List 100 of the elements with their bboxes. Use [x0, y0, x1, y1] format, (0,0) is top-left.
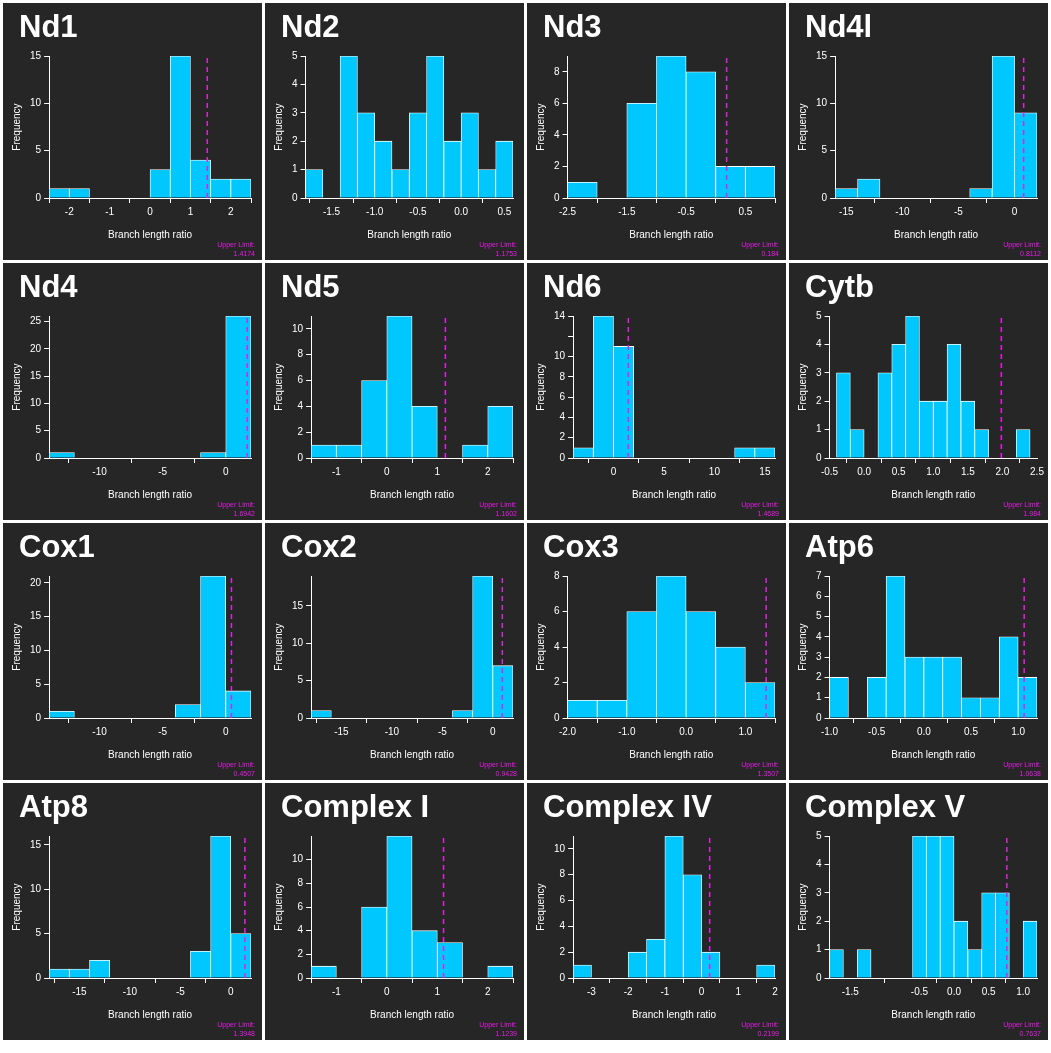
x-tick-label: 0 — [222, 725, 229, 737]
y-tick-label: 0 — [816, 711, 822, 723]
y-tick-label: 1 — [816, 691, 822, 703]
x-tick-label: 2 — [484, 985, 491, 997]
x-tick-label: 0.0 — [947, 985, 962, 997]
x-tick-label: -15 — [839, 205, 854, 217]
x-tick-label: 0 — [222, 465, 229, 477]
y-tick-label: 3 — [816, 886, 822, 898]
chart-title: Cytb — [805, 269, 874, 305]
x-axis-title: Branch length ratio — [370, 1008, 455, 1020]
y-tick-label: 4 — [816, 338, 822, 350]
y-axis-title: Frequency — [10, 623, 22, 671]
x-tick-label: -1.0 — [366, 205, 384, 217]
y-tick-label: 5 — [816, 610, 822, 622]
x-tick-label: 1.0 — [926, 465, 941, 477]
y-tick-label: 10 — [30, 644, 42, 656]
x-tick-label: 1 — [434, 465, 441, 477]
x-tick-label: -3 — [587, 985, 597, 997]
chart-title: Complex IV — [543, 789, 712, 825]
x-tick-label: -5 — [437, 725, 448, 737]
chart-title: Nd2 — [281, 9, 340, 45]
y-tick-label: 14 — [554, 309, 566, 321]
y-tick-label: 0 — [816, 971, 822, 983]
y-tick-label: 15 — [30, 369, 42, 381]
x-axis-title: Branch length ratio — [108, 228, 193, 240]
y-tick-label: 4 — [554, 128, 560, 140]
y-tick-label: 5 — [35, 927, 42, 939]
x-tick-label: 1 — [187, 205, 194, 217]
x-tick-label: -0.5 — [409, 205, 427, 217]
x-tick-label: -1.5 — [841, 985, 860, 997]
chart-title: Nd4l — [805, 9, 873, 45]
y-axis-title: Frequency — [796, 623, 808, 671]
y-tick-label: 20 — [30, 576, 42, 588]
y-tick-label: 0 — [292, 191, 298, 203]
x-tick-label: -10 — [92, 725, 108, 737]
y-tick-label: 15 — [30, 610, 42, 622]
x-tick-label: 2 — [484, 465, 491, 477]
y-tick-label: 1 — [816, 423, 822, 435]
x-tick-label: -5 — [175, 985, 186, 997]
y-tick-label: 25 — [30, 315, 42, 327]
x-tick-label: -1.5 — [618, 205, 636, 217]
y-tick-label: 20 — [30, 342, 42, 354]
x-axis-title: Branch length ratio — [632, 488, 717, 500]
x-tick-label: -10 — [384, 725, 400, 737]
x-axis-title: Branch length ratio — [108, 1008, 193, 1020]
chart-title: Nd5 — [281, 269, 340, 305]
x-axis-title: Branch length ratio — [108, 488, 193, 500]
y-tick-label: 0 — [554, 711, 560, 723]
chart-title: Nd3 — [543, 9, 602, 45]
chart-title: Nd6 — [543, 269, 602, 305]
x-tick-label: -1 — [331, 985, 342, 997]
y-tick-label: 5 — [821, 144, 828, 156]
y-tick-label: 10 — [30, 397, 42, 409]
x-tick-label: -0.5 — [910, 985, 929, 997]
x-tick-label: -1.0 — [618, 725, 636, 737]
x-tick-label: 0.0 — [916, 725, 932, 737]
x-axis-title: Branch length ratio — [370, 488, 455, 500]
y-tick-label: 8 — [297, 348, 304, 360]
y-tick-label: 0 — [35, 971, 42, 983]
x-tick-label: 0.0 — [454, 205, 469, 217]
x-tick-label: 0.5 — [891, 465, 907, 477]
y-axis-title: Frequency — [10, 883, 22, 931]
x-tick-label: -1 — [660, 985, 670, 997]
x-axis-title: Branch length ratio — [891, 488, 976, 500]
chart-title: Atp6 — [805, 529, 874, 565]
x-tick-label: -1.5 — [322, 205, 341, 217]
x-tick-label: -5 — [954, 205, 964, 217]
y-tick-label: 2 — [816, 671, 822, 683]
x-tick-label: 0 — [384, 985, 391, 997]
y-tick-label: 4 — [554, 640, 560, 652]
y-axis-title: Frequency — [796, 103, 808, 151]
chart-title: Cox2 — [281, 529, 357, 565]
y-tick-label: 10 — [292, 322, 304, 334]
y-axis-title: Frequency — [534, 883, 546, 931]
y-tick-label: 4 — [559, 411, 566, 423]
x-tick-label: 0.0 — [857, 465, 872, 477]
y-tick-label: 4 — [816, 630, 822, 642]
chart-title: Cox1 — [19, 529, 95, 565]
y-tick-label: 5 — [35, 677, 42, 689]
y-tick-label: 5 — [35, 144, 42, 156]
y-tick-label: 7 — [816, 569, 822, 581]
x-tick-label: -10 — [122, 985, 138, 997]
y-tick-label: 2 — [554, 160, 560, 172]
y-tick-label: 6 — [559, 894, 566, 906]
x-tick-label: -2.0 — [558, 725, 577, 737]
y-tick-label: 2 — [292, 134, 298, 146]
y-tick-label: 10 — [30, 97, 42, 109]
x-tick-label: 0 — [610, 465, 617, 477]
x-tick-label: 5 — [661, 465, 668, 477]
y-tick-label: 8 — [554, 569, 560, 581]
y-axis-title: Frequency — [10, 103, 22, 151]
y-tick-label: 0 — [297, 451, 304, 463]
x-axis-title: Branch length ratio — [894, 228, 979, 240]
y-tick-label: 15 — [816, 49, 828, 61]
y-axis-title: Frequency — [272, 883, 284, 931]
y-tick-label: 8 — [559, 868, 566, 880]
x-tick-label: 1.0 — [738, 725, 753, 737]
y-tick-label: 0 — [559, 971, 566, 983]
x-tick-label: 1.0 — [1016, 985, 1031, 997]
chart-title: Complex I — [281, 789, 430, 825]
